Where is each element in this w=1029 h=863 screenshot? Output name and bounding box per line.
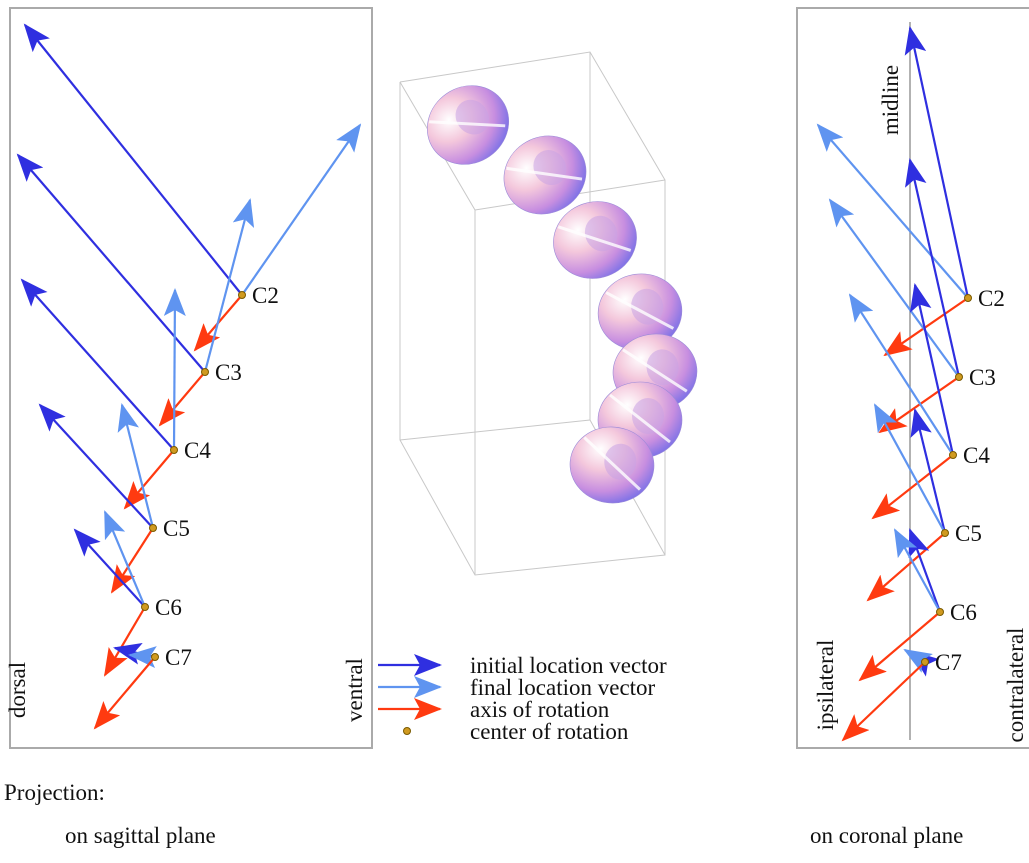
- center-of-rotation: [202, 369, 209, 376]
- red-arrow: [843, 662, 925, 740]
- ventral-label: ventral: [342, 658, 367, 722]
- red-arrow: [860, 612, 940, 680]
- figure: dorsal ventral midline ipsilateral contr…: [0, 0, 1029, 863]
- dark-arrow: [25, 25, 242, 295]
- vertebra-label: C3: [969, 365, 996, 390]
- tori: [412, 70, 700, 507]
- light-arrow: [242, 125, 360, 295]
- red-arrow: [868, 533, 945, 600]
- red-arrow: [112, 528, 153, 592]
- vertebra-label: C2: [252, 283, 279, 308]
- legend-center: [404, 728, 411, 735]
- vertebra-label: C4: [963, 443, 990, 468]
- center-of-rotation: [171, 447, 178, 454]
- dark-arrow: [18, 155, 205, 372]
- caption-projection: Projection:: [4, 780, 105, 805]
- caption-coronal: on coronal plane: [810, 823, 963, 848]
- light-arrow: [205, 200, 250, 372]
- light-arrow: [105, 512, 145, 607]
- center-of-rotation: [922, 659, 929, 666]
- vertebra-label: C6: [950, 600, 977, 625]
- red-arrow: [160, 372, 205, 425]
- caption-sagittal: on sagittal plane: [65, 823, 216, 848]
- center-of-rotation: [142, 604, 149, 611]
- center-of-rotation: [239, 292, 246, 299]
- red-arrow: [885, 298, 968, 355]
- dark-arrow: [915, 410, 945, 533]
- sagittal-frame: [10, 8, 372, 748]
- light-arrow: [174, 290, 175, 450]
- red-arrow: [105, 607, 145, 675]
- vertebra-label: C7: [165, 645, 192, 670]
- legend-label: center of rotation: [470, 719, 629, 744]
- dark-arrow: [910, 28, 968, 298]
- dark-arrow: [22, 280, 174, 450]
- vertebra-label: C5: [163, 516, 190, 541]
- center-of-rotation: [937, 609, 944, 616]
- vertebra-label: C6: [155, 595, 182, 620]
- center-of-rotation: [152, 654, 159, 661]
- vertebra-label: C3: [215, 360, 242, 385]
- contralateral-label: contralateral: [1003, 628, 1028, 743]
- vertebra-label: C7: [935, 650, 962, 675]
- red-arrow: [125, 450, 174, 508]
- vertebra-label: C5: [955, 521, 982, 546]
- midline-label: midline: [878, 65, 903, 135]
- ipsilateral-label: ipsilateral: [813, 640, 838, 731]
- red-arrow: [95, 657, 155, 728]
- vertebra-label: C2: [978, 286, 1005, 311]
- dark-arrow: [75, 530, 145, 607]
- center-of-rotation: [965, 295, 972, 302]
- vertebra-label: C4: [184, 438, 211, 463]
- center-of-rotation: [950, 452, 957, 459]
- light-arrow: [818, 125, 968, 298]
- red-arrow: [873, 455, 953, 518]
- page: {"sagittal_panel": {"vertebrae": ["C2", …: [0, 0, 1029, 863]
- dorsal-label: dorsal: [5, 662, 30, 718]
- center-of-rotation: [956, 374, 963, 381]
- center-of-rotation: [942, 530, 949, 537]
- dark-arrow: [40, 405, 153, 528]
- center-of-rotation: [150, 525, 157, 532]
